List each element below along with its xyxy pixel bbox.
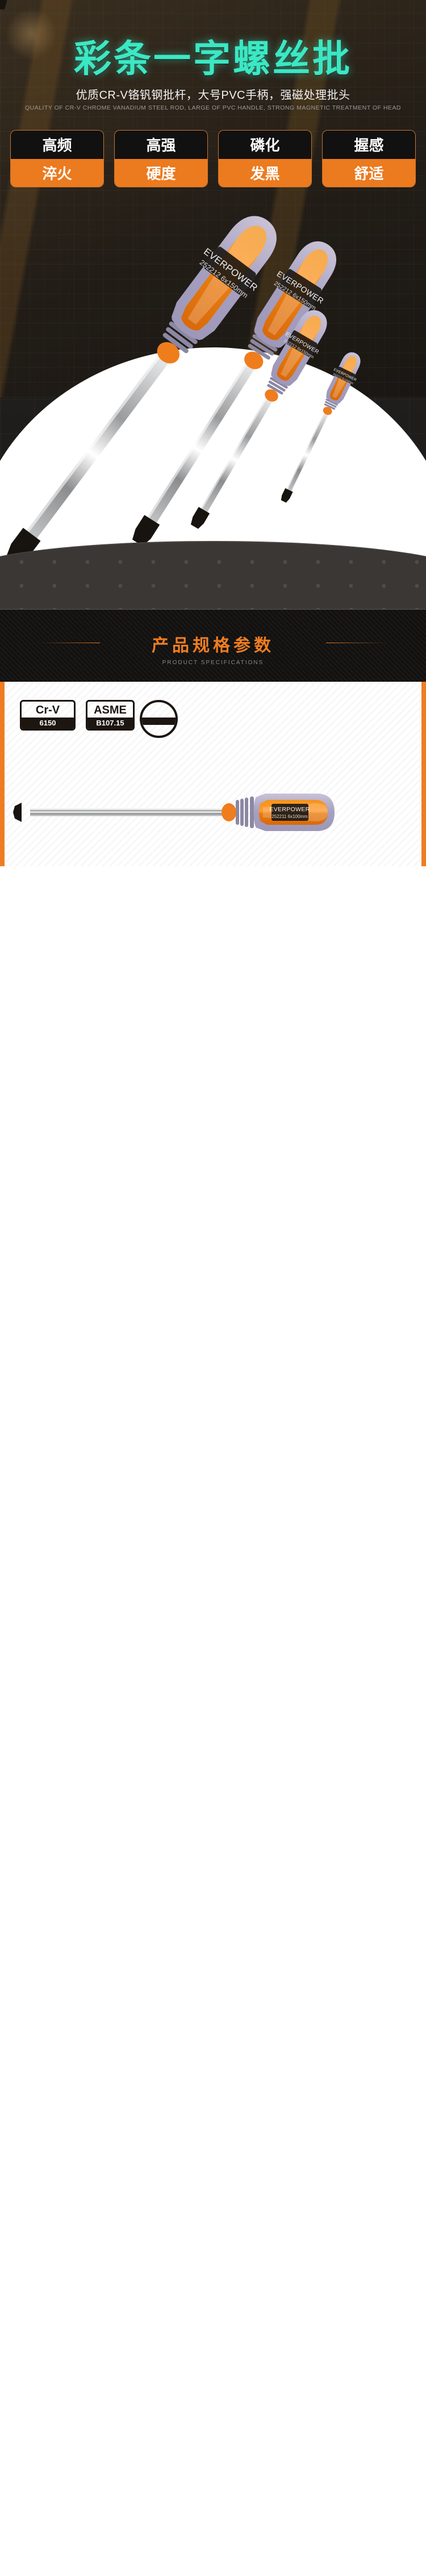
svg-text:EVERPOWER: EVERPOWER [270,806,310,813]
svg-text:252211 6x100mm: 252211 6x100mm [272,814,308,819]
